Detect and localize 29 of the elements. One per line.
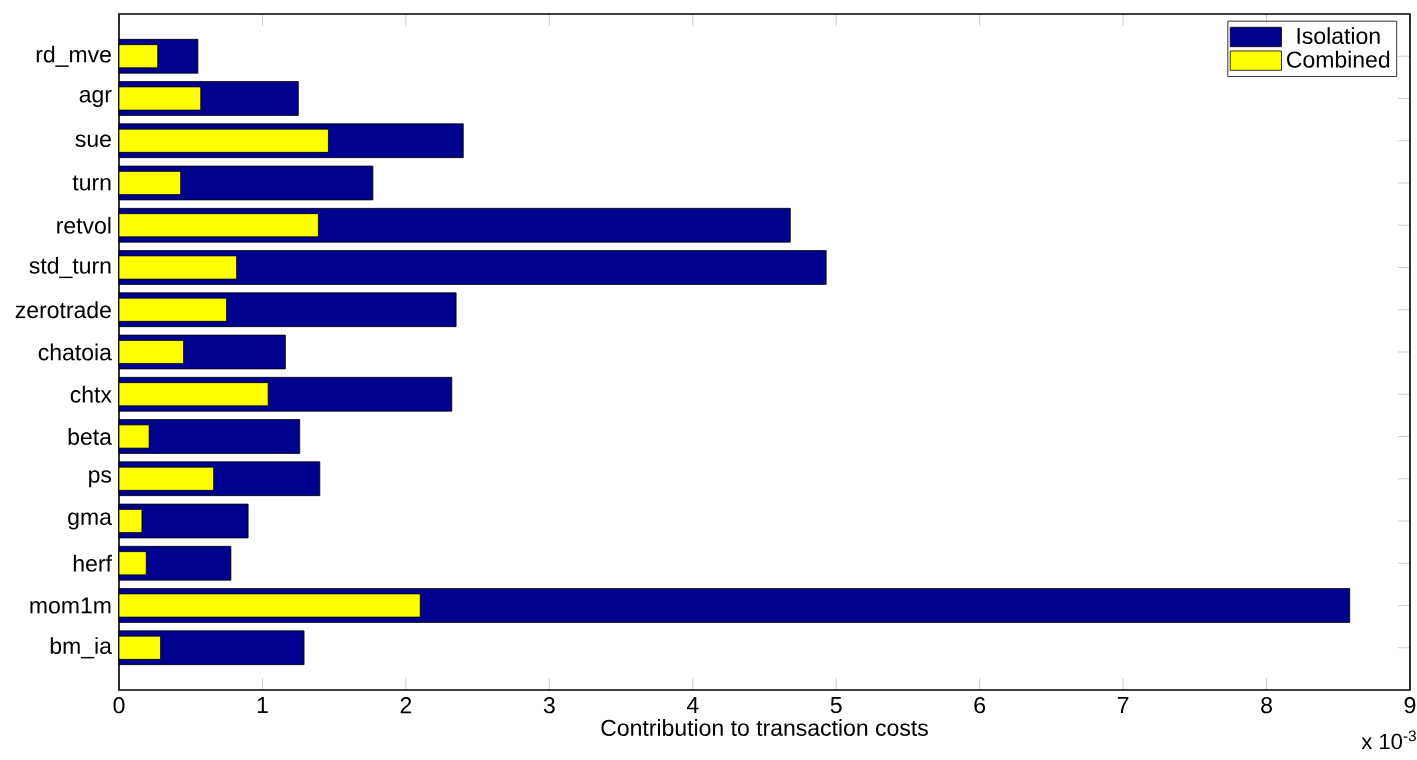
y-tick-label: ps [89, 470, 112, 488]
y-tick-label: retvol [57, 216, 111, 234]
y-tick-label: std_turn [29, 256, 111, 279]
x-tick-label: 5 [830, 697, 842, 714]
y-tick-label: zerotrade [15, 301, 111, 319]
y-tick-label: chtx [70, 385, 112, 403]
x-tick-label: 7 [1117, 697, 1129, 713]
y-tick-label: bm_ia [50, 637, 112, 659]
x-tick-label: 8 [1261, 697, 1272, 714]
legend-label: Combined [1287, 50, 1390, 68]
y-tick-label: sue [75, 134, 111, 148]
text: x 10$^{-3}$ [1361, 730, 1416, 750]
y-tick-label: agr [79, 89, 112, 108]
y-tick-label: herf [73, 554, 112, 572]
y-tick-label: mom1m [30, 597, 111, 614]
y-tick-label: rd_mve [36, 45, 111, 67]
x-tick-label: 2 [400, 697, 412, 714]
y-tick-label: chatoia [38, 343, 112, 361]
x-tick-label: 9 [1404, 697, 1416, 714]
x-tick-label: 4 [686, 697, 699, 713]
y-tick-label: beta [68, 428, 112, 445]
x-tick-label: 3 [543, 697, 555, 714]
y-tick-label: turn [72, 175, 111, 191]
y-tick-label: gma [68, 512, 112, 530]
x-tick-label: 6 [974, 697, 986, 714]
x-axis-title: Contribution to transaction costs [601, 719, 928, 736]
legend-label: Isolation [1297, 27, 1380, 45]
x-tick-label: 0 [113, 697, 125, 714]
x-tick-label: 1 [257, 697, 268, 713]
